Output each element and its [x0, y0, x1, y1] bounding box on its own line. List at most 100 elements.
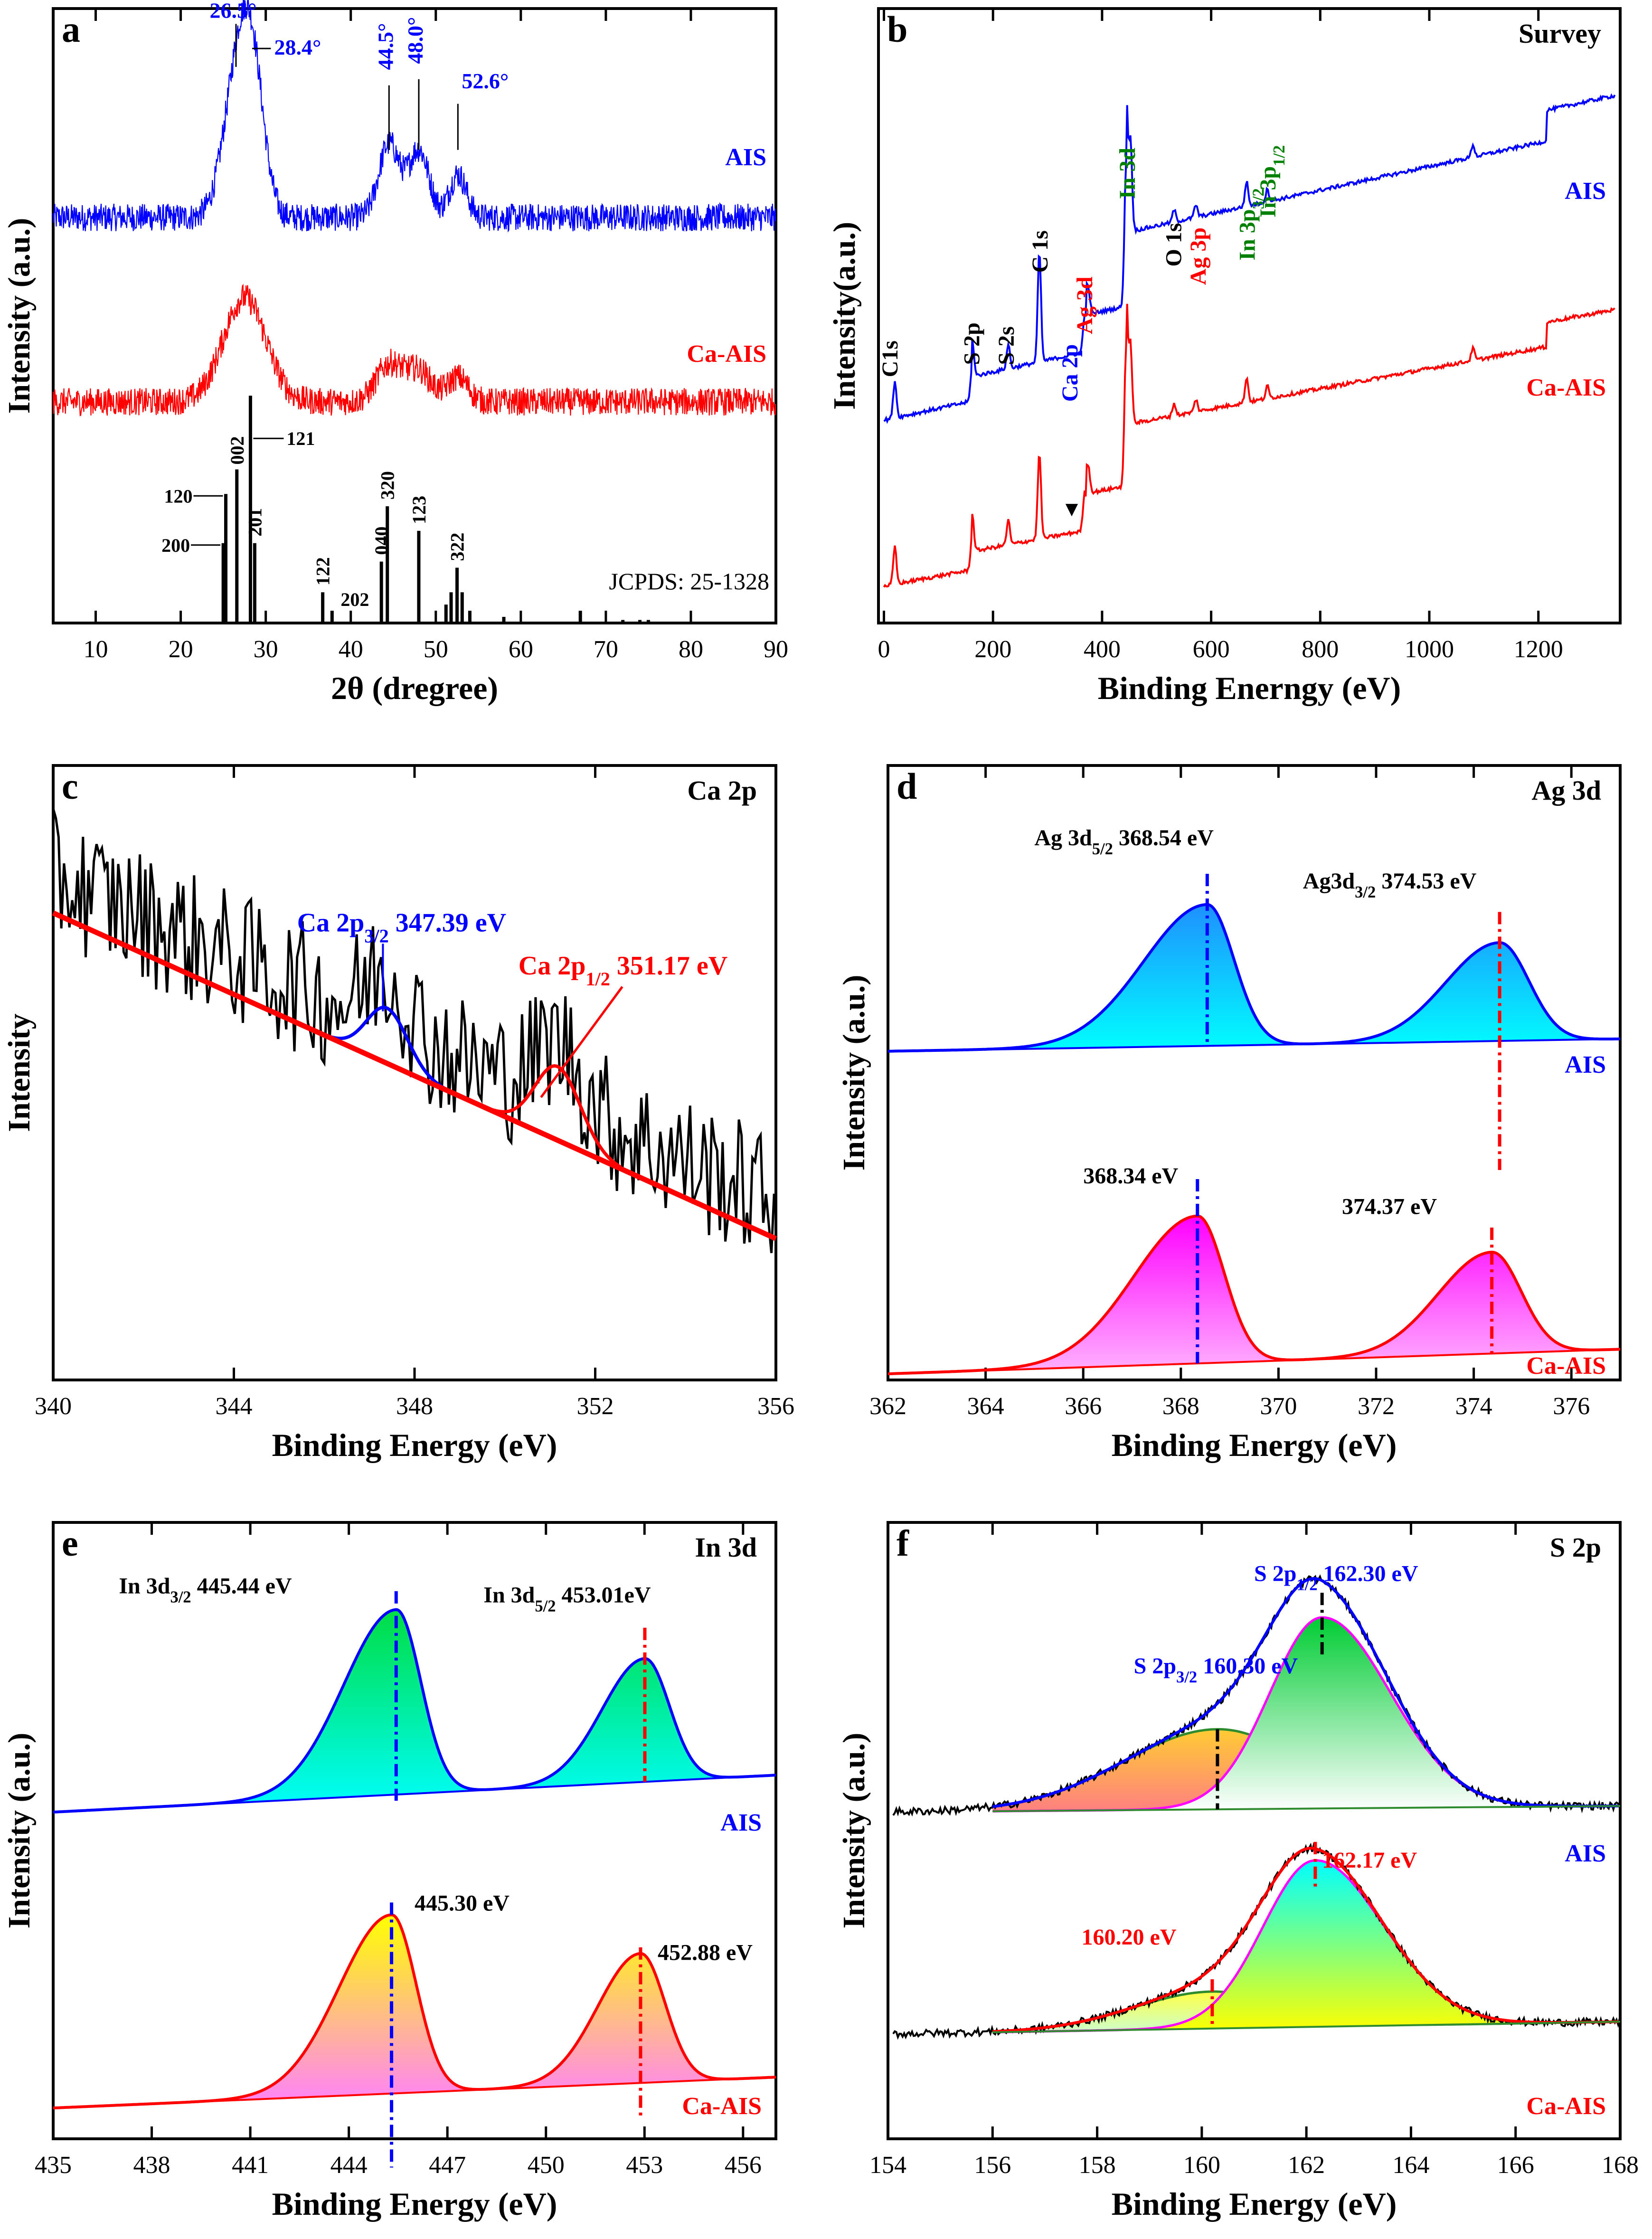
- peak-annotation: 452.88 eV: [658, 1940, 753, 1965]
- x-axis-label: Binding Energy (eV): [272, 2186, 557, 2222]
- reference-label: 123: [408, 496, 430, 524]
- x-tick-label: 80: [679, 636, 703, 663]
- panel-a-xrd: 10 20 30 40 50 60 70 80 90 2θ (dregree) Intensity …: [2, 0, 788, 706]
- peak-annotation: Ag 3d: [1072, 276, 1097, 334]
- x-tick-label: 1000: [1405, 636, 1454, 663]
- x-tick-label: 600: [1193, 636, 1230, 663]
- panel-label: a: [62, 9, 80, 50]
- reference-label: 040: [371, 527, 392, 555]
- panel-f-s2p: 154 156 158 160 162 164 166 168 Binding Energy (…: [837, 1521, 1639, 2222]
- peak-annotation: C 1s: [1028, 230, 1053, 273]
- legend-ais: AIS: [1565, 1840, 1606, 1867]
- x-tick-label: 160: [1183, 2152, 1220, 2179]
- legend-caais: Ca-AIS: [687, 340, 766, 368]
- peak-annotation: S 2p: [959, 322, 984, 365]
- x-tick-label: 447: [429, 2152, 466, 2179]
- plot-frame: [52, 1521, 777, 2140]
- panel-c-ca2p: 340 344 348 352 356 Binding Energy (eV) Intens…: [2, 764, 794, 1463]
- component-area: [992, 1617, 1620, 1812]
- x-tick-label: 376: [1553, 1393, 1590, 1420]
- x-tick-label: 344: [216, 1393, 253, 1420]
- panel-b-survey: 0 200 400 600 800 1000 1200 Binding Enerngy (eV…: [827, 7, 1622, 706]
- peak-annotation: S 2s: [994, 326, 1019, 365]
- peak-annotation: Ca 2p3/2 347.39 eV: [297, 908, 506, 946]
- legend-ais: AIS: [1565, 1051, 1606, 1078]
- x-tick-label: 60: [509, 636, 533, 663]
- panel-title: S 2p: [1550, 1532, 1601, 1563]
- ca-marker: [1065, 504, 1078, 517]
- peak-annotation: O 1s: [1161, 223, 1186, 266]
- baseline: [53, 1774, 776, 1814]
- x-tick-label: 158: [1079, 2152, 1116, 2179]
- plot-frame: [877, 7, 1622, 624]
- x-tick-label: 364: [967, 1393, 1004, 1420]
- reference-label: 121: [286, 428, 315, 449]
- x-tick-label: 356: [757, 1393, 794, 1420]
- reference-card-label: JCPDS: 25-1328: [609, 568, 769, 595]
- x-tick-label: 0: [878, 636, 890, 663]
- x-tick-label: 200: [974, 636, 1011, 663]
- panel-title: Survey: [1519, 18, 1601, 49]
- plot-frame: [887, 1521, 1622, 2140]
- reference-label: 322: [447, 533, 468, 561]
- reference-label: 200: [161, 535, 190, 556]
- x-axis-label: Binding Energy (eV): [1112, 1427, 1397, 1463]
- x-tick-label: 352: [577, 1393, 614, 1420]
- x-tick-label: 362: [869, 1393, 906, 1420]
- x-tick-label: 70: [594, 636, 618, 663]
- component-area: [888, 1216, 1620, 1374]
- peak-annotation: In 3d: [1115, 148, 1140, 199]
- x-tick-label: 156: [974, 2152, 1011, 2179]
- peak-annotation: 374.37 eV: [1342, 1194, 1437, 1219]
- reference-label: 320: [377, 471, 398, 500]
- x-tick-label: 453: [626, 2152, 663, 2179]
- x-tick-label: 90: [764, 636, 788, 663]
- y-axis-label: Intensity (a.u.): [837, 1733, 871, 1929]
- plot-frame: [887, 764, 1622, 1381]
- component-area: [992, 1860, 1620, 2032]
- peak-annotation: In 3d3/2 445.44 eV: [119, 1573, 292, 1606]
- peak-annotation: 368.34 eV: [1083, 1163, 1178, 1189]
- series-ais-line: [52, 0, 776, 233]
- x-tick-label: 370: [1260, 1393, 1297, 1420]
- legend-ais: AIS: [725, 144, 766, 171]
- x-tick-label: 20: [169, 636, 193, 663]
- x-axis-label: Binding Energy (eV): [1112, 2186, 1397, 2222]
- peak-annotation: 162.17 eV: [1322, 1848, 1417, 1873]
- x-tick-label: 435: [35, 2152, 72, 2179]
- y-axis-label: Intensity(a.u.): [827, 222, 862, 410]
- panel-label: d: [897, 765, 917, 807]
- component-area: [992, 1991, 1620, 2032]
- x-axis-label: 2θ (dregree): [331, 670, 498, 706]
- x-tick-label: 154: [869, 2152, 906, 2179]
- baseline: [887, 1348, 1621, 1375]
- x-tick-label: 166: [1497, 2152, 1534, 2179]
- baseline: [992, 2021, 1621, 2033]
- legend-caais: Ca-AIS: [1526, 1352, 1606, 1379]
- x-tick-label: 400: [1084, 636, 1121, 663]
- peak-annotation: 160.20 eV: [1082, 1925, 1177, 1950]
- component-area: [888, 904, 1620, 1051]
- peak-annotation: Ca 2p: [1057, 344, 1083, 402]
- peak-annotation: Ag 3d5/2 368.54 eV: [1034, 825, 1214, 858]
- series-raw-line: [52, 808, 775, 1253]
- reference-label: 202: [340, 589, 369, 610]
- panel-label: e: [62, 1522, 78, 1564]
- x-tick-label: 10: [84, 636, 108, 663]
- component-area: [53, 1609, 776, 1813]
- x-tick-label: 40: [339, 636, 363, 663]
- reference-label: 201: [244, 508, 265, 537]
- x-tick-label: 800: [1302, 636, 1339, 663]
- panel-e-in3d: 435 438 441 444 447 450 453 456 Binding Energy (…: [2, 1521, 777, 2222]
- series-ca-ais-line: [883, 303, 1615, 588]
- peak-annotation: 52.6°: [462, 69, 509, 93]
- x-tick-label: 456: [725, 2152, 762, 2179]
- legend-caais: Ca-AIS: [1526, 2093, 1606, 2120]
- y-axis-label: Intensity (a.u.): [837, 975, 871, 1171]
- series-ais-envelope: [992, 1577, 1619, 1808]
- peak-annotation: Ag 3p: [1186, 227, 1211, 285]
- x-tick-label: 30: [254, 636, 278, 663]
- x-tick-label: 50: [424, 636, 448, 663]
- x-axis-label: Binding Enerngy (eV): [1098, 670, 1401, 706]
